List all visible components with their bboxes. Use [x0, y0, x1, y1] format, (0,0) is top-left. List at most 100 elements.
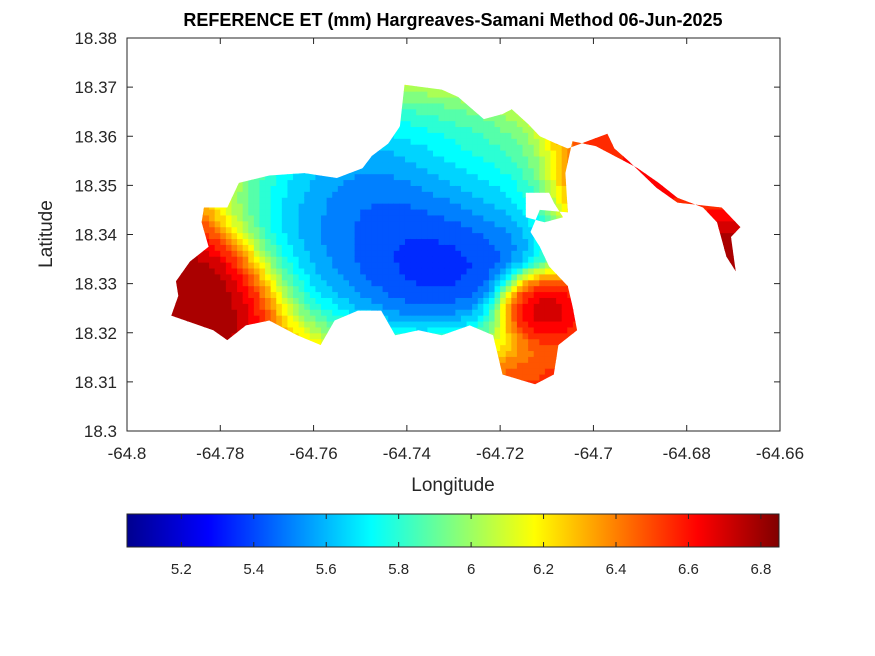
heatmap-cell — [231, 256, 238, 263]
heatmap-cell — [421, 120, 428, 128]
heatmap-cell — [231, 208, 238, 216]
heatmap-cell — [556, 214, 563, 222]
heatmap-cell — [432, 208, 440, 216]
heatmap-cell — [528, 315, 535, 322]
heatmap-cell — [253, 285, 261, 293]
heatmap-cell — [371, 273, 378, 281]
heatmap-cell — [449, 232, 456, 240]
heatmap-cell — [293, 320, 300, 328]
heatmap-cell — [505, 108, 512, 116]
heatmap-cell — [483, 232, 490, 240]
heatmap-cell — [544, 362, 552, 369]
heatmap-cell — [203, 256, 210, 263]
heatmap-cell — [438, 197, 445, 204]
heatmap-cell — [505, 350, 512, 357]
heatmap-cell — [388, 303, 395, 310]
heatmap-cell — [511, 285, 518, 293]
heatmap-cell — [197, 267, 205, 275]
heatmap-cell — [466, 132, 473, 139]
heatmap-cell — [516, 167, 524, 175]
heatmap-cell — [561, 320, 568, 328]
heatmap-cell — [242, 285, 249, 293]
heatmap-cell — [371, 262, 378, 269]
heatmap-cell — [231, 297, 238, 304]
heatmap-cell — [281, 203, 289, 210]
heatmap-cell — [427, 96, 434, 104]
heatmap-cell — [388, 250, 395, 257]
heatmap-cell — [321, 297, 328, 304]
heatmap-cell — [544, 344, 552, 352]
heatmap-cell — [225, 315, 233, 322]
heatmap-cell — [349, 232, 356, 240]
heatmap-cell — [494, 297, 501, 304]
heatmap-cell — [248, 226, 255, 234]
heatmap-cell — [293, 297, 300, 304]
heatmap-cell — [377, 226, 384, 234]
heatmap-cell — [556, 167, 563, 175]
heatmap-cell — [477, 173, 484, 181]
heatmap-cell — [332, 197, 339, 204]
heatmap-cell — [460, 244, 468, 251]
heatmap-cell — [237, 256, 244, 263]
heatmap-cell — [309, 185, 317, 192]
heatmap-cell — [276, 256, 283, 263]
heatmap-cell — [522, 291, 529, 298]
heatmap-cell — [203, 220, 210, 228]
heatmap-cell — [472, 256, 479, 263]
heatmap-cell — [360, 208, 367, 216]
heatmap-cell — [477, 208, 484, 216]
heatmap-cell — [410, 144, 417, 151]
heatmap-cell — [533, 291, 540, 298]
heatmap-cell — [203, 297, 210, 304]
heatmap-cell — [259, 309, 266, 316]
heatmap-cell — [304, 220, 311, 228]
heatmap-cell — [483, 309, 490, 316]
heatmap-cell — [349, 309, 356, 316]
heatmap-cell — [494, 208, 501, 216]
heatmap-cell — [460, 150, 468, 157]
heatmap-cell — [349, 179, 356, 186]
heatmap-cell — [326, 238, 333, 245]
heatmap-cell — [365, 250, 373, 257]
heatmap-cell — [225, 244, 233, 251]
heatmap-cell — [332, 273, 339, 281]
heatmap-cell — [270, 220, 277, 228]
heatmap-cell — [438, 238, 445, 245]
heatmap-cell — [231, 279, 238, 287]
heatmap-cell — [556, 297, 563, 304]
heatmap-cell — [466, 108, 473, 116]
heatmap-cell — [343, 262, 350, 269]
heatmap-cell — [416, 126, 423, 133]
heatmap-cell — [365, 214, 373, 222]
heatmap-cell — [298, 173, 305, 181]
heatmap-cell — [511, 273, 518, 281]
heatmap-cell — [237, 273, 244, 281]
heatmap-cell — [550, 320, 557, 328]
heatmap-cell — [225, 273, 233, 281]
heatmap-cell — [416, 102, 423, 110]
heatmap-cell — [528, 256, 535, 263]
heatmap-cell — [477, 150, 484, 157]
heatmap-cell — [516, 179, 524, 186]
heatmap-cell — [399, 150, 406, 157]
heatmap-cell — [421, 191, 428, 198]
heatmap-cell — [237, 285, 244, 293]
heatmap-cell — [242, 208, 249, 216]
heatmap-cell — [360, 226, 367, 234]
heatmap-cell — [377, 220, 384, 228]
heatmap-cell — [421, 256, 428, 263]
heatmap-cell — [410, 279, 417, 287]
heatmap-cell — [404, 285, 412, 293]
heatmap-cell — [528, 250, 535, 257]
heatmap-cell — [259, 191, 266, 198]
heatmap-cell — [544, 167, 552, 175]
heatmap-cell — [253, 273, 261, 281]
heatmap-cell — [460, 238, 468, 245]
heatmap-cell — [561, 203, 568, 210]
heatmap-cell — [466, 238, 473, 245]
heatmap-cell — [321, 179, 328, 186]
heatmap-cell — [365, 232, 373, 240]
heatmap-cell — [276, 214, 283, 222]
heatmap-cell — [197, 250, 205, 257]
heatmap-cell — [500, 150, 507, 157]
